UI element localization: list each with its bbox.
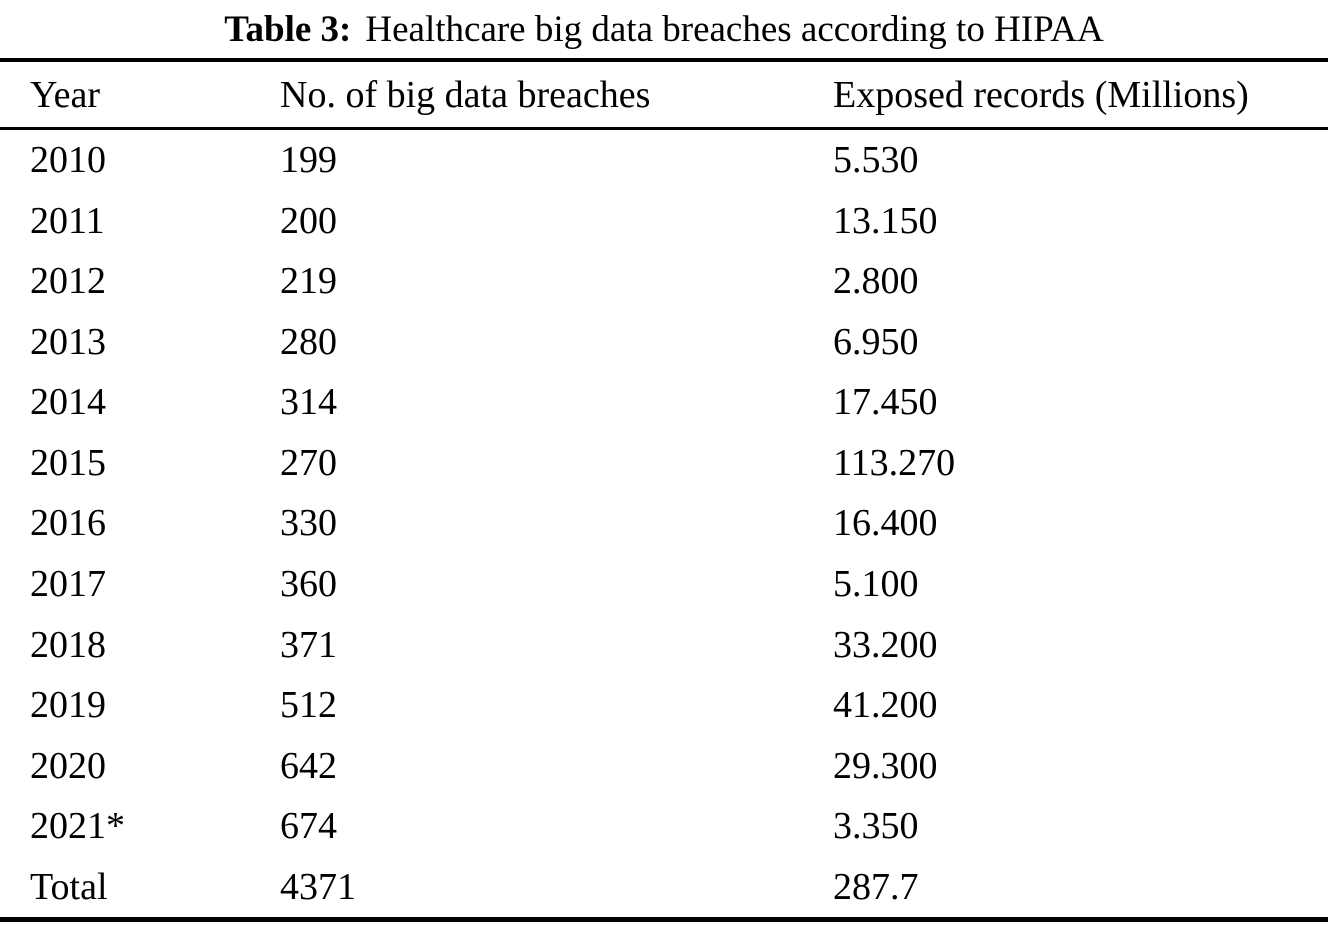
table-row: 2017 360 5.100: [0, 554, 1328, 615]
table-row: 2012 219 2.800: [0, 251, 1328, 312]
table-top-rule: [0, 58, 1328, 62]
table-bottom-rule: [0, 917, 1328, 922]
cell-total-breaches: 4371: [280, 865, 356, 908]
cell-exposed: 5.100: [833, 562, 919, 605]
cell-year: 2010: [30, 139, 106, 182]
cell-exposed: 29.300: [833, 744, 938, 787]
cell-breaches: 280: [280, 320, 337, 363]
cell-exposed: 5.530: [833, 139, 919, 182]
cell-breaches: 314: [280, 381, 337, 424]
table-body: 2010 199 5.530 2011 200 13.150 2012 219 …: [0, 130, 1328, 917]
cell-breaches: 330: [280, 502, 337, 545]
cell-exposed: 16.400: [833, 502, 938, 545]
cell-exposed: 2.800: [833, 260, 919, 303]
table-caption: Table 3: Healthcare big data breaches ac…: [0, 0, 1328, 58]
cell-exposed: 33.200: [833, 623, 938, 666]
cell-year: 2016: [30, 502, 106, 545]
cell-year: 2014: [30, 381, 106, 424]
cell-breaches: 219: [280, 260, 337, 303]
table-row: 2015 270 113.270: [0, 433, 1328, 494]
cell-total-label: Total: [30, 865, 108, 908]
table-caption-label: Table 3:: [224, 8, 352, 50]
cell-breaches: 642: [280, 744, 337, 787]
cell-breaches: 371: [280, 623, 337, 666]
table-header-rule: [0, 127, 1328, 130]
cell-exposed: 13.150: [833, 199, 938, 242]
table-row: 2014 314 17.450: [0, 372, 1328, 433]
column-header-year: Year: [30, 73, 101, 116]
cell-breaches: 674: [280, 805, 337, 848]
cell-breaches: 512: [280, 684, 337, 727]
cell-year: 2021*: [30, 805, 125, 848]
cell-exposed: 113.270: [833, 441, 956, 484]
table-caption-text: Healthcare big data breaches according t…: [365, 8, 1104, 50]
cell-year: 2015: [30, 441, 106, 484]
table-row: 2020 642 29.300: [0, 735, 1328, 796]
cell-year: 2017: [30, 562, 106, 605]
table-row: 2011 200 13.150: [0, 191, 1328, 252]
cell-exposed: 6.950: [833, 320, 919, 363]
column-header-exposed-records: Exposed records (Millions): [833, 73, 1249, 116]
cell-breaches: 200: [280, 199, 337, 242]
table-header-row: Year No. of big data breaches Exposed re…: [0, 62, 1328, 127]
table-total-row: Total 4371 287.7: [0, 856, 1328, 917]
cell-total-exposed: 287.7: [833, 865, 919, 908]
table-row: 2019 512 41.200: [0, 675, 1328, 736]
cell-breaches: 270: [280, 441, 337, 484]
table-row: 2010 199 5.530: [0, 130, 1328, 191]
cell-year: 2012: [30, 260, 106, 303]
cell-year: 2018: [30, 623, 106, 666]
cell-year: 2013: [30, 320, 106, 363]
cell-year: 2011: [30, 199, 105, 242]
table-row: 2021* 674 3.350: [0, 796, 1328, 857]
cell-breaches: 199: [280, 139, 337, 182]
cell-exposed: 3.350: [833, 805, 919, 848]
table-row: 2013 280 6.950: [0, 312, 1328, 373]
cell-exposed: 17.450: [833, 381, 938, 424]
cell-year: 2020: [30, 744, 106, 787]
cell-exposed: 41.200: [833, 684, 938, 727]
column-header-breaches: No. of big data breaches: [280, 73, 651, 116]
table-row: 2016 330 16.400: [0, 493, 1328, 554]
cell-year: 2019: [30, 684, 106, 727]
table-row: 2018 371 33.200: [0, 614, 1328, 675]
cell-breaches: 360: [280, 562, 337, 605]
